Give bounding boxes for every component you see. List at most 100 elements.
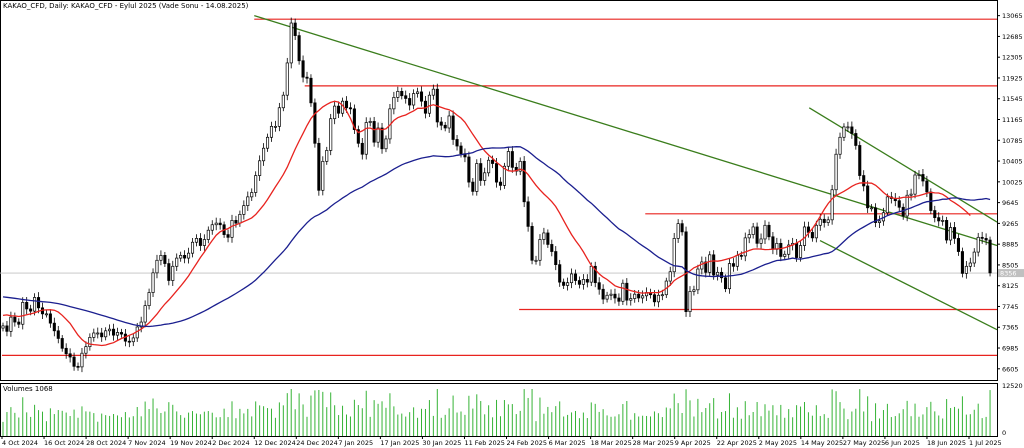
candle-body: [159, 255, 163, 261]
candle-body: [9, 316, 13, 332]
candle-body: [597, 282, 601, 290]
volume-label: Volumes 1068: [3, 385, 53, 393]
candle-body: [976, 236, 980, 253]
candle-body: [313, 102, 317, 144]
candle-body: [850, 126, 854, 134]
candle-body: [660, 294, 664, 297]
candle-body: [258, 160, 262, 176]
y-tick-label: 6605: [1002, 365, 1019, 373]
candle-body: [968, 262, 972, 267]
candle-body: [633, 293, 637, 299]
candle-body: [573, 273, 578, 281]
candle-body: [502, 165, 506, 186]
candle-body: [676, 223, 680, 239]
y-tick-label: 13065: [1002, 12, 1023, 20]
candle-body: [846, 126, 850, 129]
candle-body: [941, 220, 945, 222]
candle-body: [680, 223, 684, 233]
candle-body: [100, 332, 104, 338]
candle-body: [210, 224, 214, 231]
candle-body: [743, 237, 747, 257]
x-tick-label: 28 Mar 2025: [633, 439, 674, 447]
candle-body: [337, 105, 341, 114]
candle-body: [68, 353, 72, 358]
candle-body: [723, 277, 728, 290]
candle-body: [33, 297, 37, 312]
candle-body: [52, 322, 56, 332]
candle-body: [80, 352, 84, 368]
candle-body: [668, 271, 672, 282]
candle-body: [487, 159, 491, 174]
candle-body: [396, 91, 400, 98]
candle-body: [151, 272, 155, 293]
price-panel-border: [0, 0, 998, 381]
x-tick-label: 9 Apr 2025: [675, 439, 711, 447]
y-tick-label: 6985: [1002, 345, 1019, 353]
x-tick-label: 7 Jan 2025: [338, 439, 373, 447]
candle-body: [475, 163, 479, 192]
y-tick-label: 9645: [1002, 199, 1019, 207]
y-tick-label: 11545: [1002, 95, 1023, 103]
candle-body: [175, 257, 179, 267]
candle-body: [108, 328, 112, 332]
candle-body: [522, 160, 526, 203]
candle-body: [293, 22, 297, 36]
candle-body: [937, 217, 941, 222]
candle-body: [870, 207, 874, 210]
candle-body: [526, 201, 530, 227]
candle-body: [400, 91, 404, 97]
candle-body: [917, 174, 921, 176]
candle-body: [984, 238, 988, 241]
candle-body: [656, 294, 660, 303]
candle-body: [115, 332, 120, 336]
candle-body: [530, 226, 534, 261]
candle-body: [885, 196, 889, 214]
candle-body: [747, 234, 751, 239]
candle-body: [443, 124, 447, 129]
candle-body: [909, 193, 913, 196]
current-price-label: 8356: [1000, 270, 1017, 278]
candle-body: [593, 265, 597, 284]
candle-body: [218, 222, 222, 226]
candle-body: [72, 356, 76, 367]
candle-body: [92, 332, 96, 338]
candle-body: [183, 255, 187, 259]
candle-body: [194, 238, 198, 243]
candle-body: [617, 297, 621, 302]
candle-body: [601, 288, 605, 300]
candle-body: [471, 181, 475, 192]
candle-body: [447, 115, 451, 129]
candle-body: [933, 210, 937, 218]
candle-body: [629, 298, 633, 301]
candle-body: [570, 273, 574, 284]
x-tick-label: 19 Nov 2024: [170, 439, 212, 447]
candle-body: [412, 93, 416, 106]
trendlines: [254, 15, 998, 331]
candle-body: [751, 226, 755, 235]
candle-body: [167, 263, 171, 281]
y-tick-label: 11165: [1002, 116, 1023, 124]
current-price: 8356: [998, 269, 1024, 278]
candle-body: [289, 22, 293, 64]
candle-body: [187, 252, 191, 259]
candle-body: [404, 95, 408, 99]
candle-body: [131, 337, 135, 343]
candle-body: [317, 142, 321, 191]
x-tick-label: 6 Jun 2025: [885, 439, 920, 447]
candle-body: [198, 238, 202, 246]
candle-body: [372, 121, 376, 143]
candle-body: [866, 185, 870, 209]
y-tick-label: 8505: [1002, 261, 1019, 269]
candle-body: [692, 289, 696, 292]
candle-body: [625, 282, 629, 301]
candle-body: [818, 218, 822, 226]
candle-body: [76, 365, 80, 368]
candle-body: [202, 239, 206, 246]
candle-body: [550, 244, 554, 252]
candle-body: [44, 313, 48, 316]
candle-body: [708, 254, 712, 273]
candle-body: [143, 305, 147, 323]
candle-body: [29, 308, 33, 312]
slow-moving-average: [2, 146, 991, 328]
